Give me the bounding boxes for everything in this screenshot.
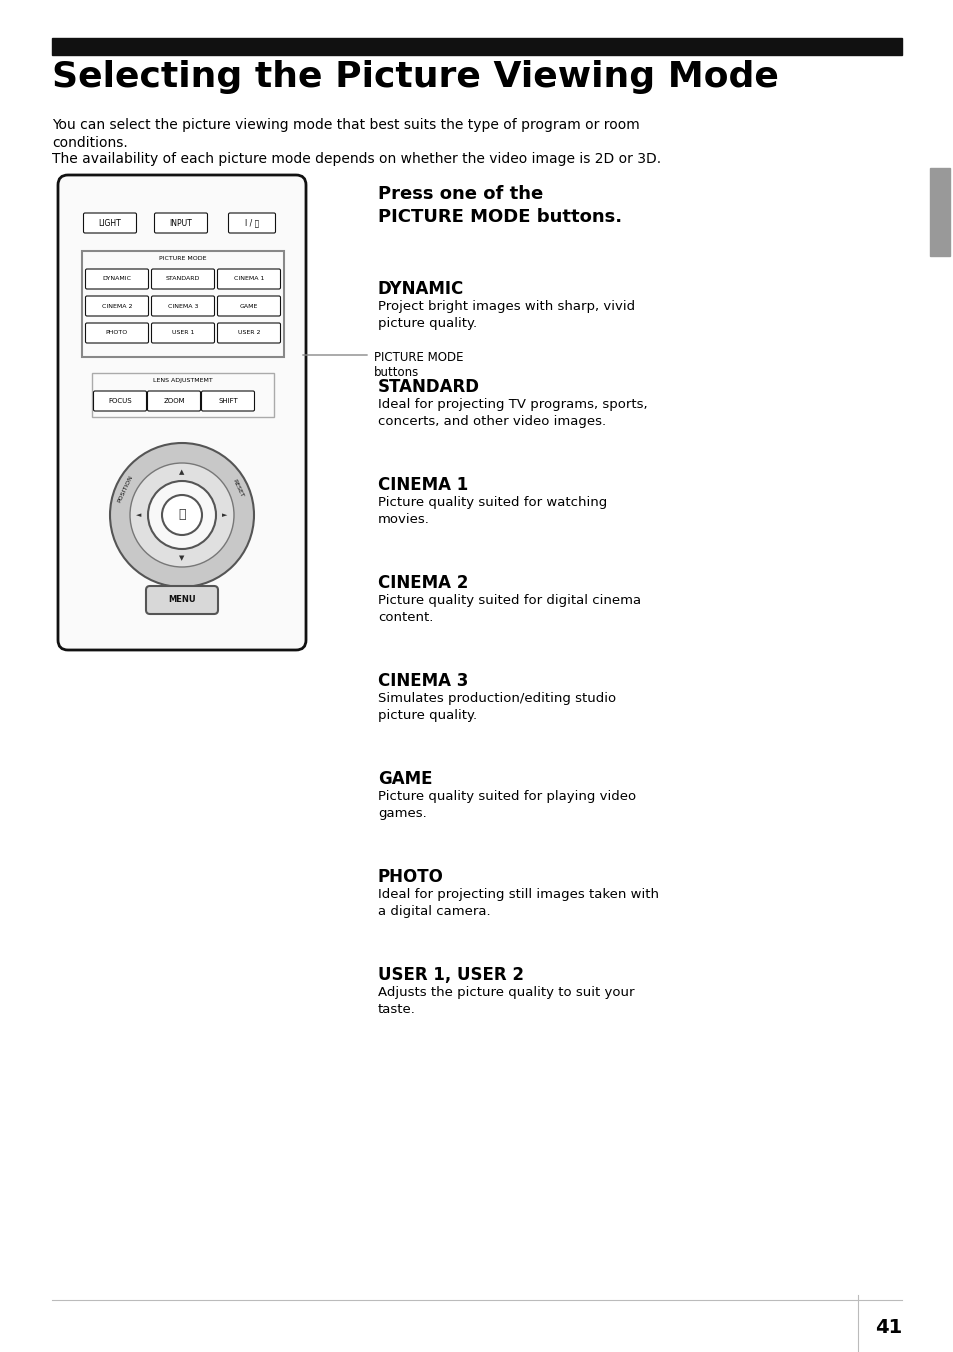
Text: ▲: ▲: [179, 469, 185, 475]
Circle shape: [130, 462, 233, 566]
Text: ZOOM: ZOOM: [163, 397, 185, 404]
Text: PICTURE MODE
buttons: PICTURE MODE buttons: [374, 352, 463, 379]
Text: Ideal for projecting TV programs, sports,
concerts, and other video images.: Ideal for projecting TV programs, sports…: [377, 397, 647, 429]
FancyBboxPatch shape: [217, 296, 280, 316]
Circle shape: [148, 481, 215, 549]
FancyBboxPatch shape: [229, 214, 275, 233]
Text: Picture quality suited for watching
movies.: Picture quality suited for watching movi…: [377, 496, 607, 526]
Text: PHOTO: PHOTO: [106, 330, 128, 335]
Text: ▼: ▼: [179, 556, 185, 561]
FancyBboxPatch shape: [201, 391, 254, 411]
Bar: [91, 373, 274, 416]
Text: INPUT: INPUT: [170, 219, 193, 227]
FancyBboxPatch shape: [86, 296, 149, 316]
FancyBboxPatch shape: [93, 391, 147, 411]
Text: The availability of each picture mode depends on whether the video image is 2D o: The availability of each picture mode de…: [52, 151, 660, 166]
Text: PHOTO: PHOTO: [377, 868, 443, 886]
Text: Picture quality suited for digital cinema
content.: Picture quality suited for digital cinem…: [377, 594, 640, 625]
Text: DYNAMIC: DYNAMIC: [377, 280, 464, 297]
Text: CINEMA 3: CINEMA 3: [168, 303, 198, 308]
Circle shape: [110, 443, 253, 587]
FancyBboxPatch shape: [146, 585, 218, 614]
Bar: [929, 168, 949, 256]
Text: POSITION: POSITION: [117, 475, 134, 503]
Text: Simulates production/editing studio
picture quality.: Simulates production/editing studio pict…: [377, 692, 616, 722]
Text: Projecting: Projecting: [934, 184, 944, 241]
Text: conditions.: conditions.: [52, 137, 128, 150]
FancyBboxPatch shape: [217, 269, 280, 289]
FancyBboxPatch shape: [152, 269, 214, 289]
FancyBboxPatch shape: [86, 269, 149, 289]
Bar: [52, 38, 901, 55]
Text: Adjusts the picture quality to suit your
taste.: Adjusts the picture quality to suit your…: [377, 986, 634, 1015]
Text: GAME: GAME: [377, 771, 432, 788]
Circle shape: [162, 495, 202, 535]
Text: USER 2: USER 2: [237, 330, 260, 335]
Text: ➕: ➕: [178, 508, 186, 522]
FancyBboxPatch shape: [217, 323, 280, 343]
Text: SHIFT: SHIFT: [218, 397, 237, 404]
Text: PICTURE MODE: PICTURE MODE: [159, 256, 207, 261]
Text: LENS ADJUSTMEMT: LENS ADJUSTMEMT: [153, 379, 213, 383]
Bar: [82, 251, 284, 357]
Text: Selecting the Picture Viewing Mode: Selecting the Picture Viewing Mode: [52, 59, 778, 95]
FancyBboxPatch shape: [152, 323, 214, 343]
Text: CINEMA 1: CINEMA 1: [377, 476, 468, 493]
Text: Project bright images with sharp, vivid
picture quality.: Project bright images with sharp, vivid …: [377, 300, 635, 330]
Text: Picture quality suited for playing video
games.: Picture quality suited for playing video…: [377, 790, 636, 821]
Text: USER 1: USER 1: [172, 330, 194, 335]
Text: DYNAMIC: DYNAMIC: [102, 277, 132, 281]
FancyBboxPatch shape: [154, 214, 208, 233]
Text: LIGHT: LIGHT: [98, 219, 121, 227]
Text: ◄: ◄: [136, 512, 142, 518]
Text: ►: ►: [222, 512, 228, 518]
Text: You can select the picture viewing mode that best suits the type of program or r: You can select the picture viewing mode …: [52, 118, 639, 132]
FancyBboxPatch shape: [148, 391, 200, 411]
FancyBboxPatch shape: [152, 296, 214, 316]
Text: CINEMA 3: CINEMA 3: [377, 672, 468, 690]
FancyBboxPatch shape: [58, 174, 306, 650]
Text: Ideal for projecting still images taken with
a digital camera.: Ideal for projecting still images taken …: [377, 888, 659, 918]
Text: CINEMA 2: CINEMA 2: [102, 303, 132, 308]
Text: USER 1, USER 2: USER 1, USER 2: [377, 965, 523, 984]
FancyBboxPatch shape: [86, 323, 149, 343]
Text: I / ⏻: I / ⏻: [245, 219, 259, 227]
FancyBboxPatch shape: [84, 214, 136, 233]
Text: RESET: RESET: [232, 479, 244, 499]
Text: FOCUS: FOCUS: [108, 397, 132, 404]
Text: STANDARD: STANDARD: [166, 277, 200, 281]
Text: 41: 41: [874, 1318, 901, 1337]
Text: CINEMA 1: CINEMA 1: [233, 277, 264, 281]
Text: MENU: MENU: [168, 595, 195, 604]
Text: CINEMA 2: CINEMA 2: [377, 575, 468, 592]
Text: Press one of the
PICTURE MODE buttons.: Press one of the PICTURE MODE buttons.: [377, 185, 621, 226]
Text: GAME: GAME: [239, 303, 258, 308]
Text: STANDARD: STANDARD: [377, 379, 479, 396]
